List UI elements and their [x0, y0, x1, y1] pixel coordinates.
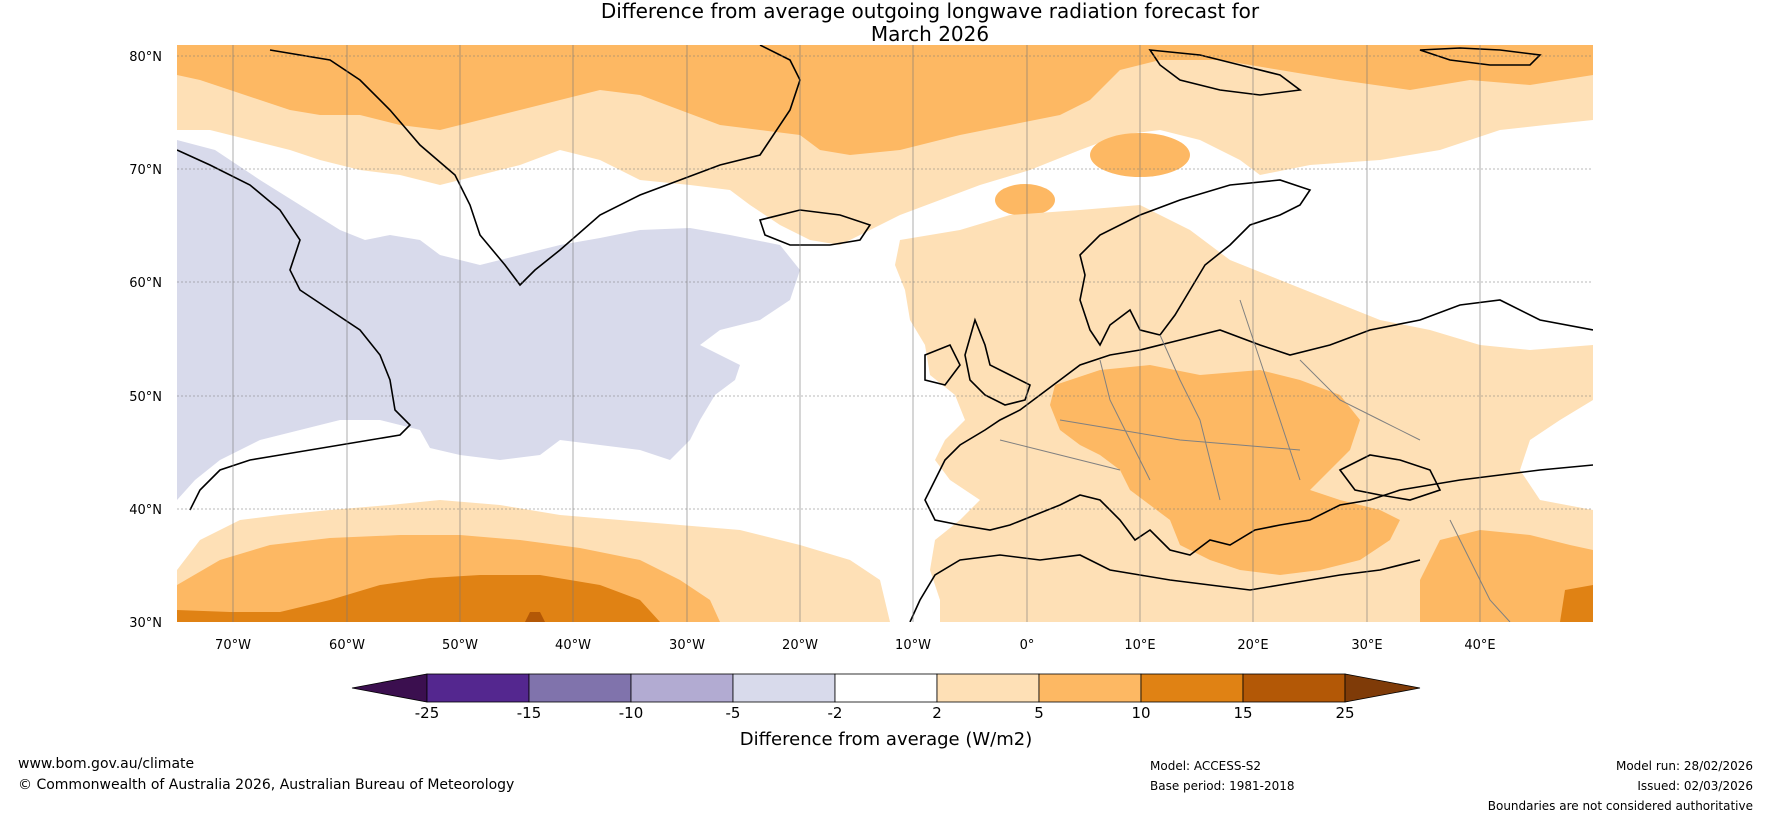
colorbar-tick-label: 10 — [1131, 704, 1150, 722]
anomaly-region-middle-east — [1420, 530, 1593, 622]
anomaly-region-central-europe — [1050, 365, 1400, 575]
colorbar-tick-label: -5 — [726, 704, 741, 722]
coastline-ireland — [924, 343, 961, 386]
lon-label: 50°W — [442, 638, 478, 653]
colorbar-extend-low — [351, 673, 428, 703]
model-run-date: Model run: 28/02/2026 — [1615, 759, 1753, 773]
model-name: Model: ACCESS-S2 — [1150, 759, 1262, 773]
colorbar-segments — [351, 673, 1421, 703]
map-plot-area — [177, 45, 1593, 622]
colorbar-tick-label: -15 — [517, 704, 542, 722]
colorbar-segment — [426, 673, 530, 703]
lat-label: 70°N — [129, 163, 162, 178]
colorbar: -25 -15 -10 -5 -2 2 5 10 15 25 Differenc… — [351, 673, 1421, 750]
colorbar-tick-label: 25 — [1335, 704, 1354, 722]
website-link[interactable]: www.bom.gov.au/climate — [18, 756, 195, 772]
coastline-black-sea — [1338, 454, 1442, 501]
colorbar-tick-label: 5 — [1034, 704, 1044, 722]
colorbar-segment — [630, 673, 734, 703]
colorbar-tick-labels: -25 -15 -10 -5 -2 2 5 10 15 25 — [415, 704, 1355, 722]
base-period: Base period: 1981-2018 — [1150, 779, 1295, 793]
coastline-greenland — [269, 45, 801, 287]
map-title-line-1: Difference from average outgoing longwav… — [600, 0, 1260, 23]
anomaly-region-negative — [177, 140, 800, 500]
map-title-line-2: March 2026 — [870, 22, 990, 46]
lon-label: 30°E — [1351, 638, 1382, 653]
colorbar-segment — [732, 673, 836, 703]
lon-label: 20°E — [1237, 638, 1268, 653]
coastline-novaya-zemlya — [1419, 47, 1542, 66]
colorbar-tick-label: -2 — [828, 704, 843, 722]
lon-label: 10°E — [1124, 638, 1155, 653]
lon-label: 60°W — [329, 638, 365, 653]
boundaries-disclaimer: Boundaries are not considered authoritat… — [1487, 799, 1753, 813]
lat-label: 40°N — [129, 503, 162, 518]
colorbar-extend-high — [1344, 673, 1421, 703]
latitude-labels: 80°N 70°N 60°N 50°N 40°N 30°N — [129, 50, 162, 631]
anomaly-region-subtropical-darkest — [525, 612, 545, 622]
footer-model-info: Model: ACCESS-S2 Base period: 1981-2018 — [1150, 756, 1295, 796]
coastline-svalbard — [1148, 49, 1303, 96]
lon-label: 70°W — [215, 638, 251, 653]
colorbar-tick-label: -25 — [415, 704, 440, 722]
lon-label: 0° — [1020, 638, 1035, 653]
lat-label: 80°N — [129, 50, 162, 65]
anomaly-blob-norwegian-sea — [995, 184, 1055, 216]
issued-date: Issued: 02/03/2026 — [1637, 779, 1753, 793]
anomaly-region-arctic-medium — [177, 45, 1593, 155]
coastline-british-isles — [964, 317, 1031, 406]
colorbar-segment — [528, 673, 632, 703]
colorbar-tick-label: -10 — [619, 704, 644, 722]
lat-label: 50°N — [129, 390, 162, 405]
colorbar-label: Difference from average (W/m2) — [740, 729, 1032, 750]
lon-label: 20°W — [782, 638, 818, 653]
colorbar-segment — [1038, 673, 1142, 703]
anomaly-region-middle-east-dark — [1560, 585, 1593, 622]
coastline-europe — [924, 299, 1593, 556]
lat-label: 30°N — [129, 616, 162, 631]
colorbar-segment — [1242, 673, 1346, 703]
colorbar-segment — [1140, 673, 1244, 703]
longitude-labels: 70°W 60°W 50°W 40°W 30°W 20°W 10°W 0° 10… — [215, 638, 1496, 653]
colorbar-tick-label: 15 — [1233, 704, 1252, 722]
footer-run-info: Model run: 28/02/2026 Issued: 02/03/2026… — [1488, 756, 1753, 816]
footer-left: www.bom.gov.au/climate © Commonwealth of… — [18, 754, 514, 796]
colorbar-segment — [936, 673, 1040, 703]
gridlines — [177, 45, 1593, 622]
coastline-iceland — [758, 209, 872, 246]
coastline-scandinavia — [1079, 179, 1312, 347]
colorbar-segment — [834, 673, 938, 703]
copyright-text: © Commonwealth of Australia 2026, Austra… — [18, 777, 515, 793]
coastline-canada — [177, 149, 412, 511]
lon-label: 40°W — [555, 638, 591, 653]
lon-label: 30°W — [669, 638, 705, 653]
anomaly-region-subtropical-dark — [177, 575, 660, 622]
lat-label: 60°N — [129, 276, 162, 291]
colorbar-tick-label: 2 — [932, 704, 942, 722]
lon-label: 40°E — [1464, 638, 1495, 653]
lon-label: 10°W — [895, 638, 931, 653]
map-title: Difference from average outgoing longwav… — [0, 0, 1770, 46]
